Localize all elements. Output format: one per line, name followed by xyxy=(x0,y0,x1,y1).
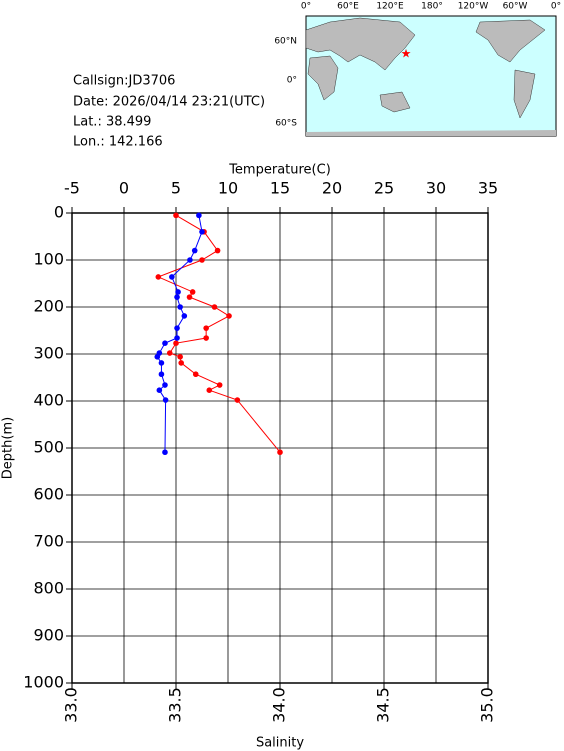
profile-point xyxy=(191,247,198,254)
profile-point xyxy=(173,340,179,346)
map-lon-label: 60°W xyxy=(503,2,528,12)
eurasia xyxy=(305,17,416,71)
profile-point xyxy=(173,212,179,219)
profile-point xyxy=(156,387,163,393)
profile-point xyxy=(169,274,175,280)
profile-point xyxy=(189,289,196,295)
y-tick-label: 300 xyxy=(33,344,64,363)
profile-point xyxy=(178,360,184,366)
map-lon-label: 0° xyxy=(551,2,561,12)
profile-point xyxy=(174,294,180,300)
profile-point xyxy=(177,304,183,310)
x-tick-label: 35 xyxy=(478,179,498,198)
info-date: Date: 2026/04/14 23:21(UTC) xyxy=(73,95,265,110)
profile-point xyxy=(174,335,180,341)
x2-tick-label: 34.5 xyxy=(374,687,393,723)
info-callsign: Callsign:JD3706 xyxy=(73,74,175,89)
x2-axis-label: Salinity xyxy=(256,736,304,751)
x-tick-label: 10 xyxy=(218,179,238,198)
south-america xyxy=(513,69,536,119)
x2-tick-label: 35.0 xyxy=(478,687,497,723)
antarctica xyxy=(306,130,556,136)
profile-point xyxy=(174,325,180,331)
profile-point xyxy=(196,212,202,219)
profile-point xyxy=(158,360,165,366)
map: ★ xyxy=(305,15,557,137)
map-lat-label: 0° xyxy=(287,76,297,86)
x-tick-label: 20 xyxy=(322,179,342,198)
map-lon-label: 60°E xyxy=(337,2,359,12)
profile-point xyxy=(175,289,181,295)
profile-point xyxy=(216,382,223,388)
profile-point xyxy=(226,313,232,319)
profile-point xyxy=(203,335,209,341)
profile-point xyxy=(166,350,173,356)
profile-line xyxy=(157,214,281,453)
profile-point xyxy=(277,449,283,456)
profile-point xyxy=(187,257,193,263)
x2-tick-label: 33.0 xyxy=(62,687,81,723)
africa xyxy=(307,55,339,101)
profile-point xyxy=(203,325,209,331)
profile-point xyxy=(192,371,199,378)
profile-point xyxy=(162,382,168,388)
map-lat-label: 60°N xyxy=(274,37,297,47)
profile-point xyxy=(162,397,169,403)
profile-point xyxy=(199,229,205,235)
profile-point xyxy=(162,449,168,456)
profile-point xyxy=(162,340,168,346)
y-tick-label: 700 xyxy=(33,532,64,551)
x-axis-label: Temperature(C) xyxy=(228,163,331,178)
y-tick-label: 0 xyxy=(54,203,64,222)
location-star: ★ xyxy=(401,47,412,61)
x-tick-label: 15 xyxy=(270,179,290,198)
x2-tick-label: 33.5 xyxy=(166,687,185,723)
x-tick-label: 30 xyxy=(426,179,446,198)
plot-frame xyxy=(71,212,489,684)
y-tick-label: 200 xyxy=(33,297,64,316)
x-tick-label: 0 xyxy=(119,179,129,198)
profile-point xyxy=(155,274,162,280)
profile-point xyxy=(158,371,165,378)
y-tick-label: 100 xyxy=(33,250,64,269)
north-america xyxy=(475,19,546,63)
y-tick-label: 900 xyxy=(33,626,64,645)
x-tick-label: 25 xyxy=(374,179,394,198)
x-tick-label: 5 xyxy=(171,179,181,198)
map-lon-label: 120°E xyxy=(376,2,404,12)
profile-point xyxy=(154,354,161,360)
y-tick-label: 800 xyxy=(33,579,64,598)
y-tick-label: 1000 xyxy=(23,673,64,692)
y-tick-label: 600 xyxy=(33,485,64,504)
info-lat: Lat.: 38.499 xyxy=(73,115,151,130)
profile-point xyxy=(234,397,241,403)
profile-point xyxy=(181,313,188,319)
info-lon: Lon.: 142.166 xyxy=(73,135,163,150)
profile-point xyxy=(186,294,193,300)
profile-point xyxy=(206,387,213,393)
map-lon-label: 0° xyxy=(301,2,311,12)
map-lon-label: 180° xyxy=(421,2,443,12)
profile-point xyxy=(211,304,218,310)
y-tick-label: 400 xyxy=(33,391,64,410)
x2-tick-label: 34.0 xyxy=(270,687,289,723)
map-lat-label: 60°S xyxy=(275,119,297,129)
map-lon-label: 120°W xyxy=(458,2,489,12)
y-axis-label: Depth(m) xyxy=(1,417,16,479)
profile-point xyxy=(177,354,183,360)
australia xyxy=(379,91,411,113)
y-tick-label: 500 xyxy=(33,438,64,457)
profile-point xyxy=(214,247,221,254)
x-tick-label: -5 xyxy=(64,179,80,198)
profile-point xyxy=(199,257,205,263)
